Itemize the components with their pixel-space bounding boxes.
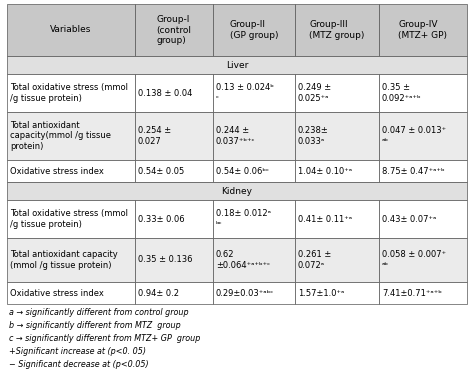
- Bar: [295, 238, 379, 282]
- Bar: [379, 200, 467, 238]
- Text: Total oxidative stress (mmol
/g tissue protein): Total oxidative stress (mmol /g tissue p…: [10, 209, 128, 229]
- Bar: [135, 200, 213, 238]
- Text: 0.058 ± 0.007⁺
ᵃᵇ: 0.058 ± 0.007⁺ ᵃᵇ: [382, 251, 446, 270]
- Text: Group-I
(control
group): Group-I (control group): [156, 15, 191, 45]
- Bar: [7, 182, 467, 200]
- Bar: [379, 238, 467, 282]
- Bar: [7, 112, 135, 160]
- Bar: [7, 238, 135, 282]
- Bar: [213, 74, 295, 112]
- Text: 8.75± 0.47⁺ᵃ⁺ᵇ: 8.75± 0.47⁺ᵃ⁺ᵇ: [382, 166, 445, 175]
- Text: b → significantly different from MTZ  group: b → significantly different from MTZ gro…: [9, 321, 181, 330]
- Text: 0.35 ± 0.136: 0.35 ± 0.136: [138, 256, 192, 265]
- Bar: [7, 282, 135, 304]
- Text: − Significant decrease at (p<0.05): − Significant decrease at (p<0.05): [9, 360, 149, 369]
- Text: Total oxidative stress (mmol
/g tissue protein): Total oxidative stress (mmol /g tissue p…: [10, 84, 128, 102]
- Text: 0.13 ± 0.024ᵇ
ᶜ: 0.13 ± 0.024ᵇ ᶜ: [216, 84, 274, 102]
- Text: 0.261 ±
0.072ᵃ: 0.261 ± 0.072ᵃ: [298, 251, 331, 270]
- Bar: [7, 56, 467, 74]
- Text: +Significant increase at (p<0. 05): +Significant increase at (p<0. 05): [9, 347, 146, 356]
- Text: 0.254 ±
0.027: 0.254 ± 0.027: [138, 127, 171, 146]
- Text: Oxidative stress index: Oxidative stress index: [10, 166, 104, 175]
- Text: 0.62
±0.064⁺ᵃ⁺ᵇ⁺ᶜ: 0.62 ±0.064⁺ᵃ⁺ᵇ⁺ᶜ: [216, 251, 270, 270]
- Bar: [213, 4, 295, 56]
- Bar: [379, 4, 467, 56]
- Bar: [379, 282, 467, 304]
- Text: 0.54± 0.05: 0.54± 0.05: [138, 166, 184, 175]
- Bar: [295, 160, 379, 182]
- Text: 0.249 ±
0.025⁺ᵃ: 0.249 ± 0.025⁺ᵃ: [298, 84, 331, 102]
- Bar: [135, 238, 213, 282]
- Text: Oxidative stress index: Oxidative stress index: [10, 288, 104, 297]
- Bar: [7, 4, 135, 56]
- Text: c → significantly different from MTZ+ GP  group: c → significantly different from MTZ+ GP…: [9, 334, 201, 343]
- Text: Liver: Liver: [226, 60, 248, 70]
- Text: 0.29±0.03⁺ᵃᵇᶜ: 0.29±0.03⁺ᵃᵇᶜ: [216, 288, 274, 297]
- Bar: [213, 112, 295, 160]
- Bar: [213, 282, 295, 304]
- Text: 0.18± 0.012ᵃ
ᵇᶜ: 0.18± 0.012ᵃ ᵇᶜ: [216, 209, 271, 229]
- Bar: [7, 160, 135, 182]
- Text: 7.41±0.71⁺ᵃ⁺ᵇ: 7.41±0.71⁺ᵃ⁺ᵇ: [382, 288, 442, 297]
- Text: 0.41± 0.11⁺ᵃ: 0.41± 0.11⁺ᵃ: [298, 214, 352, 223]
- Text: 0.43± 0.07⁺ᵃ: 0.43± 0.07⁺ᵃ: [382, 214, 437, 223]
- Text: Total antioxidant
capacity(mmol /g tissue
protein): Total antioxidant capacity(mmol /g tissu…: [10, 121, 111, 150]
- Text: 0.94± 0.2: 0.94± 0.2: [138, 288, 179, 297]
- Bar: [295, 74, 379, 112]
- Bar: [7, 200, 135, 238]
- Text: Group-IV
(MTZ+ GP): Group-IV (MTZ+ GP): [399, 20, 447, 40]
- Bar: [295, 282, 379, 304]
- Bar: [135, 282, 213, 304]
- Text: 1.57±1.0⁺ᵃ: 1.57±1.0⁺ᵃ: [298, 288, 345, 297]
- Text: Group-II
(GP group): Group-II (GP group): [230, 20, 278, 40]
- Bar: [213, 200, 295, 238]
- Text: 0.047 ± 0.013⁺
ᵃᵇ: 0.047 ± 0.013⁺ ᵃᵇ: [382, 127, 446, 146]
- Text: Kidney: Kidney: [221, 186, 253, 195]
- Text: 0.244 ±
0.037⁺ᵇ⁺ᶜ: 0.244 ± 0.037⁺ᵇ⁺ᶜ: [216, 127, 255, 146]
- Bar: [295, 4, 379, 56]
- Bar: [295, 200, 379, 238]
- Text: 0.54± 0.06ᵇᶜ: 0.54± 0.06ᵇᶜ: [216, 166, 269, 175]
- Bar: [135, 112, 213, 160]
- Text: 0.138 ± 0.04: 0.138 ± 0.04: [138, 88, 192, 98]
- Bar: [379, 160, 467, 182]
- Text: 0.238±
0.033ᵃ: 0.238± 0.033ᵃ: [298, 127, 329, 146]
- Bar: [7, 74, 135, 112]
- Text: Total antioxidant capacity
(mmol /g tissue protein): Total antioxidant capacity (mmol /g tiss…: [10, 251, 118, 270]
- Bar: [379, 112, 467, 160]
- Bar: [135, 4, 213, 56]
- Text: a → significantly different from control group: a → significantly different from control…: [9, 308, 189, 317]
- Text: 1.04± 0.10⁺ᵃ: 1.04± 0.10⁺ᵃ: [298, 166, 352, 175]
- Bar: [135, 74, 213, 112]
- Text: Variables: Variables: [50, 25, 91, 34]
- Text: 0.35 ±
0.092⁺ᵃ⁺ᵇ: 0.35 ± 0.092⁺ᵃ⁺ᵇ: [382, 84, 422, 102]
- Text: Group-III
(MTZ group): Group-III (MTZ group): [310, 20, 365, 40]
- Bar: [135, 160, 213, 182]
- Text: 0.33± 0.06: 0.33± 0.06: [138, 214, 185, 223]
- Bar: [213, 160, 295, 182]
- Bar: [379, 74, 467, 112]
- Bar: [295, 112, 379, 160]
- Bar: [213, 238, 295, 282]
